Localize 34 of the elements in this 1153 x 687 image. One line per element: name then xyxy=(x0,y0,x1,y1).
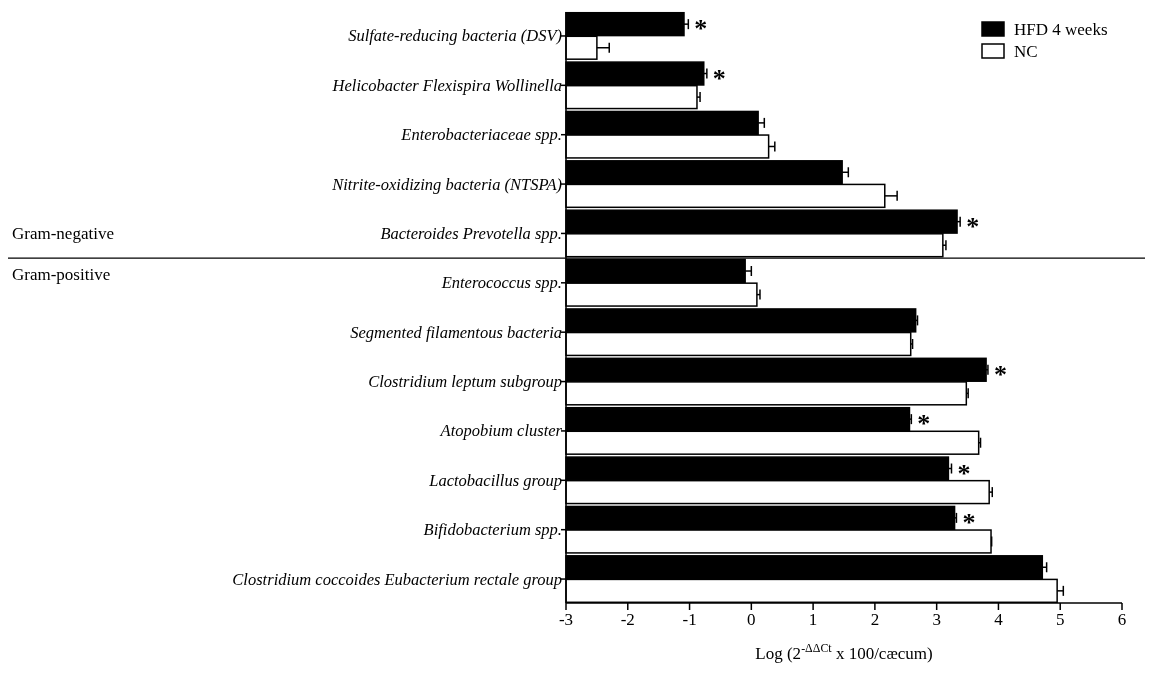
x-tick-label: -2 xyxy=(620,610,635,629)
legend-label: HFD 4 weeks xyxy=(1014,19,1108,39)
y-tick-label: Clostridium leptum subgroup xyxy=(368,372,562,392)
text: Gram-negative xyxy=(12,223,114,243)
y-tick-label: Enterobacteriaceae spp. xyxy=(400,125,562,145)
y-tick-label: Atopobium cluster xyxy=(439,421,563,441)
annotation: * xyxy=(993,359,1007,389)
y-tick-label: Segmented filamentous bacteria xyxy=(350,322,562,342)
x-axis-title: Log (2$^{-ΔΔCt}$ x 100/cæcum) xyxy=(755,641,933,663)
x-tick-label: 1 xyxy=(808,610,818,629)
y-tick-label: Bifidobacterium spp. xyxy=(423,520,562,540)
x-tick-label: -3 xyxy=(558,610,574,629)
x-tick-label: -1 xyxy=(682,610,697,629)
y-tick-label: Nitrite-oxidizing bacteria (NTSPA) xyxy=(331,174,562,194)
y-tick-label: Sulfate-reducing bacteria (DSV) xyxy=(348,26,562,46)
annotation: * xyxy=(712,63,726,93)
annotation: * xyxy=(957,458,971,488)
annotation: * xyxy=(917,409,931,439)
x-tick-label: 0 xyxy=(747,610,756,629)
legend-label: NC xyxy=(1014,41,1038,61)
y-tick-label: Lactobacillus group xyxy=(428,470,562,490)
annotation: * xyxy=(966,211,980,241)
x-tick-label: 6 xyxy=(1117,610,1127,629)
x-tick-label: 5 xyxy=(1055,610,1065,629)
annotation: * xyxy=(694,14,708,44)
y-tick-label: Clostridium coccoides Eubacterium rectale group xyxy=(232,569,562,589)
text: Gram-positive xyxy=(12,265,111,285)
y-tick-label: Helicobacter Flexispira Wollinella xyxy=(331,75,562,95)
x-tick-label: 3 xyxy=(932,610,941,629)
annotation: * xyxy=(962,507,976,537)
y-tick-label: Enterococcus spp. xyxy=(440,273,562,293)
y-tick-label: Bacteroides Prevotella spp. xyxy=(380,223,562,243)
x-tick-label: 2 xyxy=(870,610,880,629)
x-tick-label: 4 xyxy=(994,610,1004,629)
